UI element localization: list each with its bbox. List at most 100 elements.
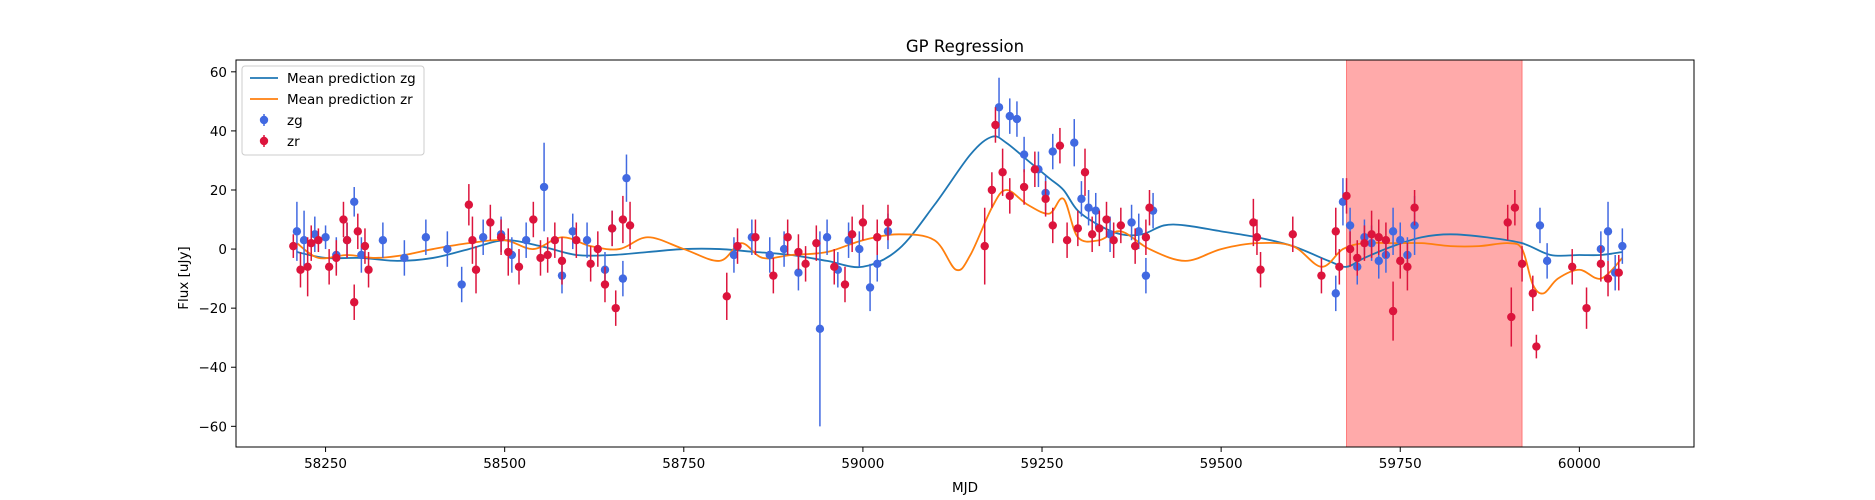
data-point [303,262,312,271]
data-point [1062,236,1072,245]
data-point [1055,141,1065,150]
data-point [873,259,882,269]
y-tick-label: 20 [210,183,227,199]
data-point [1345,221,1355,230]
data-point [539,182,549,192]
data-point [1360,238,1369,248]
data-point [847,230,857,239]
data-point [769,271,778,280]
data-point [1288,230,1297,239]
data-point [350,197,359,207]
y-tick-label: 0 [218,242,227,258]
data-point [1614,268,1623,277]
data-point [521,236,531,245]
data-point [1331,227,1340,236]
data-point [464,200,474,209]
data-point [350,298,359,307]
y-tick-label: −40 [199,360,228,376]
data-point [342,236,352,245]
data-point [557,256,567,266]
data-point [378,236,388,245]
data-point [994,103,1004,112]
data-point [858,218,868,227]
legend-box [241,65,425,156]
data-point [794,247,803,257]
data-point [568,227,577,236]
data-point [292,227,302,236]
data-point [1109,236,1118,245]
data-point [364,265,373,274]
data-point [1095,224,1104,233]
data-point [801,259,810,269]
data-point [1618,241,1627,251]
data-point [1134,227,1143,236]
data-point [1073,224,1083,233]
data-point [289,241,298,251]
data-point [729,250,739,260]
data-point [486,218,495,227]
x-axis-label: MJD [952,480,978,496]
legend: Mean prediction zg Mean prediction zr zg zr [241,65,425,156]
data-point [572,236,581,245]
data-point [478,233,488,242]
legend-label: zr [287,134,300,150]
data-point [1403,262,1412,271]
data-point [1041,194,1050,204]
data-point [400,253,409,263]
data-point [830,262,839,271]
data-point [600,280,610,289]
data-point [457,280,466,289]
plot-layer: 58250 58500 58750 59000 59250 59500 59750 60000… [199,59,1695,472]
data-point [332,253,341,263]
data-point [1353,253,1362,263]
data-point [1582,303,1591,313]
data-point [883,218,893,227]
data-point [357,250,366,260]
data-point [1080,168,1090,177]
data-point [779,244,789,254]
data-point [1603,227,1613,236]
data-point [1388,227,1398,236]
data-point [1367,230,1376,239]
data-point [1252,233,1262,242]
data-point [625,221,635,230]
data-point [321,233,330,242]
data-point [1532,342,1541,351]
data-point [299,236,309,245]
data-point [822,233,832,242]
data-point [1256,265,1265,274]
data-point [733,241,742,251]
y-tick-label: 40 [210,124,227,140]
y-tick-label: −60 [199,419,228,435]
data-point [314,236,323,245]
y-tick-label: −20 [199,301,228,317]
data-point [550,236,560,245]
data-point [865,283,875,292]
data-point [980,241,989,251]
data-point [855,244,864,254]
data-point [1077,194,1086,204]
series-zr [289,107,1623,359]
data-point [536,253,545,263]
data-point [618,215,628,224]
legend-label: zg [287,113,303,129]
data-point [991,120,1000,130]
data-point [1084,203,1093,212]
data-point [421,233,431,242]
data-point [1141,233,1151,242]
data-point [618,274,628,283]
data-point [324,262,334,271]
data-point [812,238,821,248]
data-point [1517,259,1527,269]
legend-label: Mean prediction zg [287,71,416,87]
data-point [360,241,370,251]
chart-title: GP Regression [906,37,1024,56]
data-point [1005,111,1014,121]
y-axis-label: Flux [uJy] [176,246,192,309]
data-point [353,227,362,236]
data-point [622,173,631,183]
data-point [1542,256,1552,266]
data-point [504,247,513,257]
data-point [1012,114,1022,124]
